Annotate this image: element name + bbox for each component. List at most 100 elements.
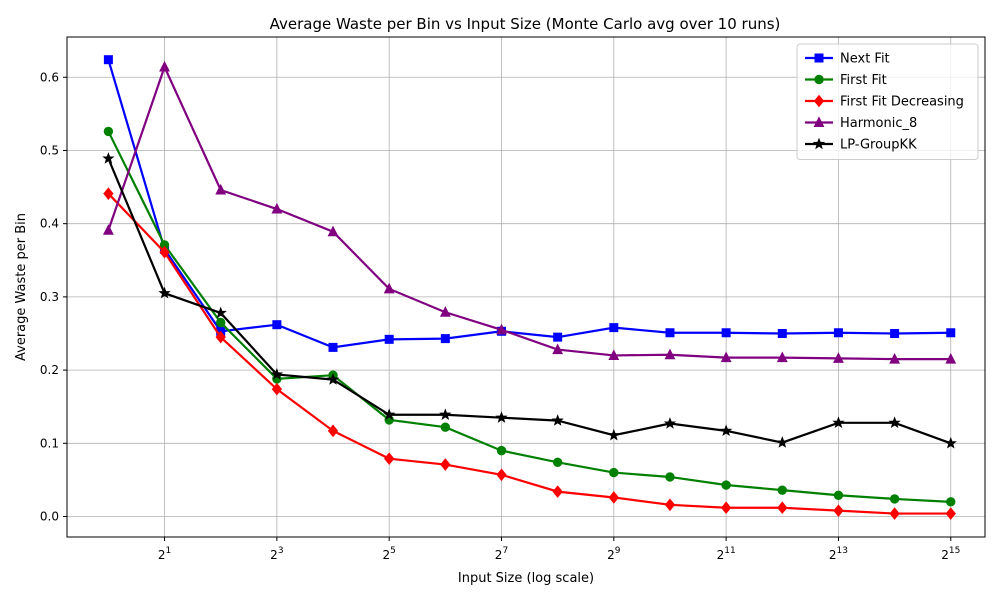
data-point xyxy=(833,328,843,338)
legend-marker xyxy=(813,94,825,108)
y-tick-label: 0.1 xyxy=(40,436,59,450)
data-point xyxy=(439,408,452,420)
legend-label: Next Fit xyxy=(840,52,890,67)
y-tick-label: 0.3 xyxy=(40,290,59,304)
data-point xyxy=(720,424,733,437)
data-point xyxy=(664,498,676,512)
y-tick-label: 0.2 xyxy=(40,363,59,377)
data-point xyxy=(721,480,731,490)
data-point xyxy=(945,507,956,520)
data-point xyxy=(776,351,788,363)
data-point xyxy=(552,457,563,468)
y-tick-label: 0.5 xyxy=(40,143,59,157)
x-tick-label: 23 xyxy=(270,546,283,562)
x-axis-label: Input Size (log scale) xyxy=(458,571,594,586)
chart-title: Average Waste per Bin vs Input Size (Mon… xyxy=(270,15,781,33)
series-first-fit xyxy=(103,126,956,507)
data-point xyxy=(945,353,957,364)
legend-item: Next Fit xyxy=(805,52,890,67)
data-point xyxy=(665,472,675,482)
data-point xyxy=(553,332,563,342)
data-point xyxy=(328,342,338,352)
data-point xyxy=(944,436,957,449)
series-line xyxy=(107,158,952,445)
data-point xyxy=(384,452,395,465)
legend-label: LP-GroupKK xyxy=(840,138,917,153)
legend-label: First Fit xyxy=(840,73,887,88)
legend-marker xyxy=(814,53,824,63)
data-point xyxy=(495,411,508,423)
data-point xyxy=(665,328,675,338)
series-first-fit-decreasing xyxy=(103,187,956,520)
data-point xyxy=(271,202,283,214)
data-point xyxy=(552,485,563,498)
legend: Next Fit First Fit First Fit Decreasing Har… xyxy=(796,43,979,160)
data-point xyxy=(720,501,732,515)
data-point xyxy=(270,368,283,380)
data-point xyxy=(833,490,844,500)
x-tick-label: 211 xyxy=(717,546,736,562)
data-point xyxy=(609,323,619,333)
x-tick-label: 25 xyxy=(382,546,395,562)
x-tick-label: 21 xyxy=(158,546,171,562)
data-point xyxy=(496,468,507,482)
data-point xyxy=(889,353,901,364)
data-point xyxy=(496,323,507,335)
data-point xyxy=(721,328,731,338)
series-line xyxy=(107,130,951,503)
data-point xyxy=(272,320,282,330)
data-point xyxy=(215,330,226,344)
data-point xyxy=(440,334,450,344)
series-lines xyxy=(102,55,957,520)
data-point xyxy=(833,352,844,363)
series-lp-groupkk xyxy=(102,152,957,449)
series-line xyxy=(107,192,951,515)
legend-marker xyxy=(812,137,826,150)
y-tick-label: 0.0 xyxy=(40,510,59,524)
data-point xyxy=(383,282,395,294)
series-harmonic-8 xyxy=(102,60,957,364)
data-point xyxy=(663,417,677,429)
y-tick-label: 0.4 xyxy=(40,217,59,231)
data-point xyxy=(777,501,788,515)
data-point xyxy=(833,504,844,517)
series-line xyxy=(107,59,951,349)
data-point xyxy=(103,55,113,65)
data-point xyxy=(159,60,170,72)
data-point xyxy=(103,126,114,137)
legend-item: Harmonic_8 xyxy=(805,116,917,131)
data-point xyxy=(102,152,115,164)
data-point xyxy=(609,467,619,478)
legend-marker xyxy=(813,116,825,127)
data-point xyxy=(215,183,227,195)
data-point xyxy=(608,491,619,504)
data-point xyxy=(384,334,394,344)
y-axis: 0.0 0.1 0.2 0.3 0.4 0.5 0.6 xyxy=(40,70,67,524)
data-point xyxy=(664,348,676,360)
series-line xyxy=(107,64,951,361)
data-point xyxy=(889,494,900,504)
legend-label: Harmonic_8 xyxy=(840,116,917,131)
data-point xyxy=(946,328,956,338)
legend-box xyxy=(796,43,979,160)
data-point xyxy=(327,225,339,237)
data-point xyxy=(777,485,787,495)
series-next-fit xyxy=(103,55,956,352)
data-point xyxy=(608,349,620,360)
plot-frame xyxy=(66,36,986,538)
data-point xyxy=(776,436,789,448)
data-point xyxy=(888,416,901,428)
data-point xyxy=(607,428,620,441)
x-tick-label: 213 xyxy=(829,546,848,562)
data-point xyxy=(439,306,451,317)
data-point xyxy=(496,445,507,456)
legend-label: First Fit Decreasing xyxy=(840,95,964,110)
data-point xyxy=(832,416,845,428)
y-axis-label: Average Waste per Bin xyxy=(14,213,29,361)
x-tick-label: 27 xyxy=(495,546,508,562)
data-point xyxy=(777,328,787,338)
data-point xyxy=(383,408,396,420)
data-point xyxy=(552,343,564,355)
y-tick-label: 0.6 xyxy=(40,70,59,84)
